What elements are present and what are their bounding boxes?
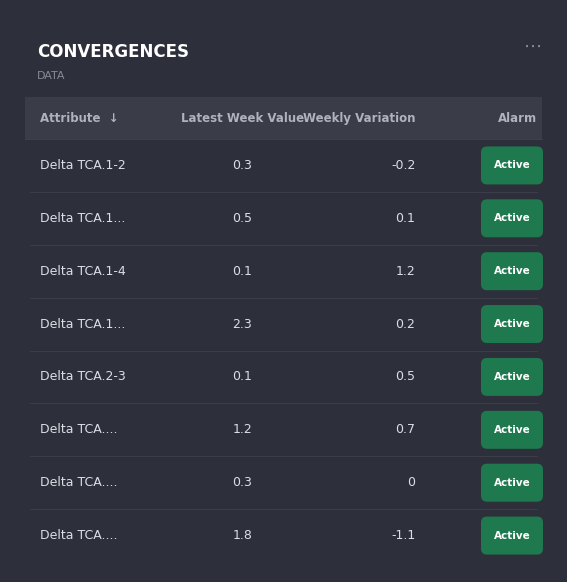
Text: Delta TCA.1...: Delta TCA.1... [40, 212, 125, 225]
Text: Active: Active [494, 425, 530, 435]
Text: Delta TCA....: Delta TCA.... [40, 423, 117, 436]
Text: Delta TCA....: Delta TCA.... [40, 529, 117, 542]
Text: Active: Active [494, 478, 530, 488]
Text: Delta TCA.1-4: Delta TCA.1-4 [40, 265, 126, 278]
Text: -1.1: -1.1 [391, 529, 416, 542]
FancyBboxPatch shape [481, 517, 543, 555]
Text: 0.3: 0.3 [232, 159, 252, 172]
Text: CONVERGENCES: CONVERGENCES [37, 43, 189, 61]
FancyBboxPatch shape [7, 7, 560, 575]
FancyBboxPatch shape [481, 464, 543, 502]
Text: Active: Active [494, 266, 530, 276]
Text: 0.1: 0.1 [395, 212, 416, 225]
Text: Delta TCA.1...: Delta TCA.1... [40, 318, 125, 331]
FancyBboxPatch shape [481, 252, 543, 290]
Text: Active: Active [494, 531, 530, 541]
Text: 0.3: 0.3 [232, 476, 252, 489]
Text: 1.8: 1.8 [232, 529, 252, 542]
FancyBboxPatch shape [25, 97, 542, 139]
Text: DATA: DATA [37, 71, 66, 81]
Text: 1.2: 1.2 [396, 265, 416, 278]
Text: -0.2: -0.2 [391, 159, 416, 172]
Text: Active: Active [494, 319, 530, 329]
Text: Attribute  ↓: Attribute ↓ [40, 112, 119, 125]
Text: Delta TCA.2-3: Delta TCA.2-3 [40, 370, 126, 384]
Text: Latest Week Value: Latest Week Value [180, 112, 304, 125]
Text: ⋯: ⋯ [524, 38, 542, 56]
Text: 0.5: 0.5 [232, 212, 252, 225]
Text: Delta TCA.1-2: Delta TCA.1-2 [40, 159, 126, 172]
Text: Delta TCA....: Delta TCA.... [40, 476, 117, 489]
Text: Active: Active [494, 161, 530, 171]
Text: Active: Active [494, 214, 530, 223]
Text: 0.2: 0.2 [395, 318, 416, 331]
Text: Active: Active [494, 372, 530, 382]
Text: Weekly Variation: Weekly Variation [303, 112, 416, 125]
FancyBboxPatch shape [481, 305, 543, 343]
Text: 1.2: 1.2 [232, 423, 252, 436]
Text: 0.1: 0.1 [232, 265, 252, 278]
Text: 0: 0 [407, 476, 416, 489]
FancyBboxPatch shape [481, 358, 543, 396]
Text: 0.1: 0.1 [232, 370, 252, 384]
Text: 2.3: 2.3 [232, 318, 252, 331]
Text: Alarm: Alarm [498, 112, 537, 125]
FancyBboxPatch shape [481, 411, 543, 449]
Text: 0.7: 0.7 [395, 423, 416, 436]
FancyBboxPatch shape [481, 199, 543, 237]
FancyBboxPatch shape [481, 147, 543, 184]
Text: 0.5: 0.5 [395, 370, 416, 384]
